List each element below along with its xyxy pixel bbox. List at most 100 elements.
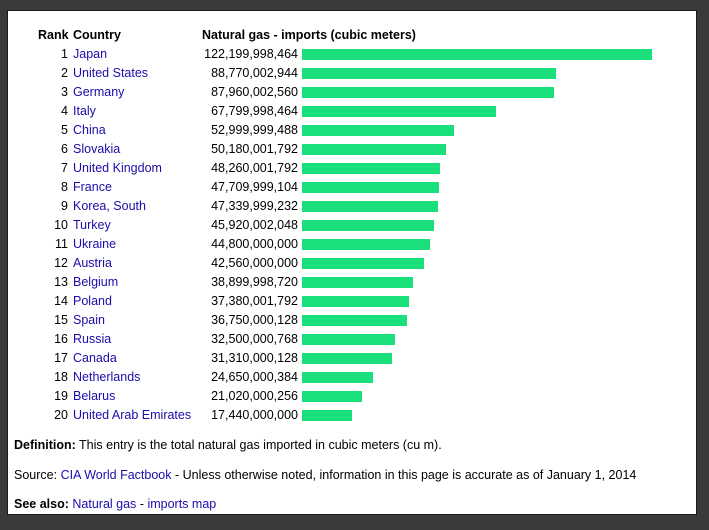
see-also-note: See also: Natural gas - imports map — [14, 497, 216, 511]
import-value: 44,800,000,000 — [211, 237, 298, 251]
import-value: 47,709,999,104 — [211, 180, 298, 194]
import-value: 38,899,998,720 — [211, 275, 298, 289]
rank-number: 10 — [54, 218, 68, 232]
import-bar — [302, 87, 554, 98]
import-bar — [302, 334, 395, 345]
table-row: 6 Slovakia 50,180,001,792 — [8, 140, 696, 159]
import-bar — [302, 144, 446, 155]
country-link[interactable]: United Kingdom — [73, 161, 162, 175]
import-bar — [302, 182, 439, 193]
country-column-header: Country — [73, 28, 121, 42]
table-row: 18 Netherlands 24,650,000,384 — [8, 368, 696, 387]
table-row: 20 United Arab Emirates 17,440,000,000 — [8, 406, 696, 425]
import-bar — [302, 277, 413, 288]
import-bar — [302, 296, 409, 307]
country-link[interactable]: Turkey — [73, 218, 111, 232]
see-also-separator: - — [139, 497, 144, 511]
rank-number: 15 — [54, 313, 68, 327]
natural-gas-link[interactable]: Natural gas — [72, 497, 137, 511]
import-bar — [302, 106, 496, 117]
import-value: 42,560,000,000 — [211, 256, 298, 270]
source-text: - Unless otherwise noted, information in… — [175, 468, 637, 482]
import-value: 88,770,002,944 — [211, 66, 298, 80]
import-bar — [302, 201, 438, 212]
country-link[interactable]: Japan — [73, 47, 108, 61]
country-link[interactable]: Poland — [73, 294, 112, 308]
country-link[interactable]: Ukraine — [73, 237, 117, 251]
country-link[interactable]: Belarus — [73, 389, 116, 403]
country-link[interactable]: Italy — [73, 104, 96, 118]
table-row: 16 Russia 32,500,000,768 — [8, 330, 696, 349]
import-bar — [302, 49, 652, 60]
import-value: 52,999,999,488 — [211, 123, 298, 137]
import-value: 31,310,000,128 — [211, 351, 298, 365]
definition-text: This entry is the total natural gas impo… — [79, 438, 442, 452]
import-value: 36,750,000,128 — [211, 313, 298, 327]
country-link[interactable]: United Arab Emirates — [73, 408, 192, 422]
import-bar — [302, 163, 440, 174]
table-row: 13 Belgium 38,899,998,720 — [8, 273, 696, 292]
import-bar — [302, 258, 424, 269]
import-value: 37,380,001,792 — [211, 294, 298, 308]
country-link[interactable]: Belgium — [73, 275, 119, 289]
rank-number: 3 — [61, 85, 68, 99]
import-bar — [302, 391, 362, 402]
import-bar — [302, 315, 407, 326]
country-link[interactable]: Netherlands — [73, 370, 141, 384]
source-label: Source: — [14, 468, 58, 482]
table-row: 7 United Kingdom 48,260,001,792 — [8, 159, 696, 178]
country-link[interactable]: Germany — [73, 85, 125, 99]
table-row: 12 Austria 42,560,000,000 — [8, 254, 696, 273]
table-row: 11 Ukraine 44,800,000,000 — [8, 235, 696, 254]
rank-number: 20 — [54, 408, 68, 422]
table-row: 15 Spain 36,750,000,128 — [8, 311, 696, 330]
country-link[interactable]: France — [73, 180, 112, 194]
import-bar — [302, 372, 373, 383]
country-link[interactable]: China — [73, 123, 106, 137]
rank-number: 11 — [55, 237, 68, 251]
table-row: 8 France 47,709,999,104 — [8, 178, 696, 197]
see-also-label: See also: — [14, 497, 69, 511]
import-value: 47,339,999,232 — [211, 199, 298, 213]
table-row: 19 Belarus 21,020,000,256 — [8, 387, 696, 406]
country-link[interactable]: Spain — [73, 313, 105, 327]
import-bar — [302, 68, 556, 79]
rank-number: 2 — [61, 66, 68, 80]
import-value: 32,500,000,768 — [211, 332, 298, 346]
import-value: 24,650,000,384 — [211, 370, 298, 384]
rank-number: 17 — [54, 351, 68, 365]
import-value: 17,440,000,000 — [211, 408, 298, 422]
rank-number: 19 — [54, 389, 68, 403]
import-bar — [302, 125, 454, 136]
table-row: 3 Germany 87,960,002,560 — [8, 83, 696, 102]
country-link[interactable]: Slovakia — [73, 142, 121, 156]
import-value: 87,960,002,560 — [211, 85, 298, 99]
table-row: 17 Canada 31,310,000,128 — [8, 349, 696, 368]
rank-number: 8 — [61, 180, 68, 194]
rank-number: 6 — [61, 142, 68, 156]
rank-number: 7 — [61, 161, 68, 175]
country-link[interactable]: United States — [73, 66, 149, 80]
country-link[interactable]: Russia — [73, 332, 112, 346]
table-row: 10 Turkey 45,920,002,048 — [8, 216, 696, 235]
import-value: 50,180,001,792 — [211, 142, 298, 156]
country-link[interactable]: Korea, South — [73, 199, 146, 213]
table-row: 2 United States 88,770,002,944 — [8, 64, 696, 83]
import-value: 67,799,998,464 — [211, 104, 298, 118]
rank-number: 14 — [54, 294, 68, 308]
import-bar — [302, 353, 392, 364]
country-link[interactable]: Austria — [73, 256, 112, 270]
import-value: 122,199,998,464 — [204, 47, 298, 61]
rank-number: 1 — [61, 47, 68, 61]
imports-map-link[interactable]: imports map — [147, 497, 217, 511]
rank-number: 12 — [54, 256, 68, 270]
rank-column-header: Rank — [38, 28, 69, 42]
import-bar — [302, 410, 352, 421]
import-value: 48,260,001,792 — [211, 161, 298, 175]
table-row: 14 Poland 37,380,001,792 — [8, 292, 696, 311]
rank-number: 4 — [61, 104, 68, 118]
definition-note: Definition: This entry is the total natu… — [14, 438, 442, 452]
import-value: 45,920,002,048 — [211, 218, 298, 232]
country-link[interactable]: Canada — [73, 351, 117, 365]
cia-factbook-link[interactable]: CIA World Factbook — [60, 468, 172, 482]
